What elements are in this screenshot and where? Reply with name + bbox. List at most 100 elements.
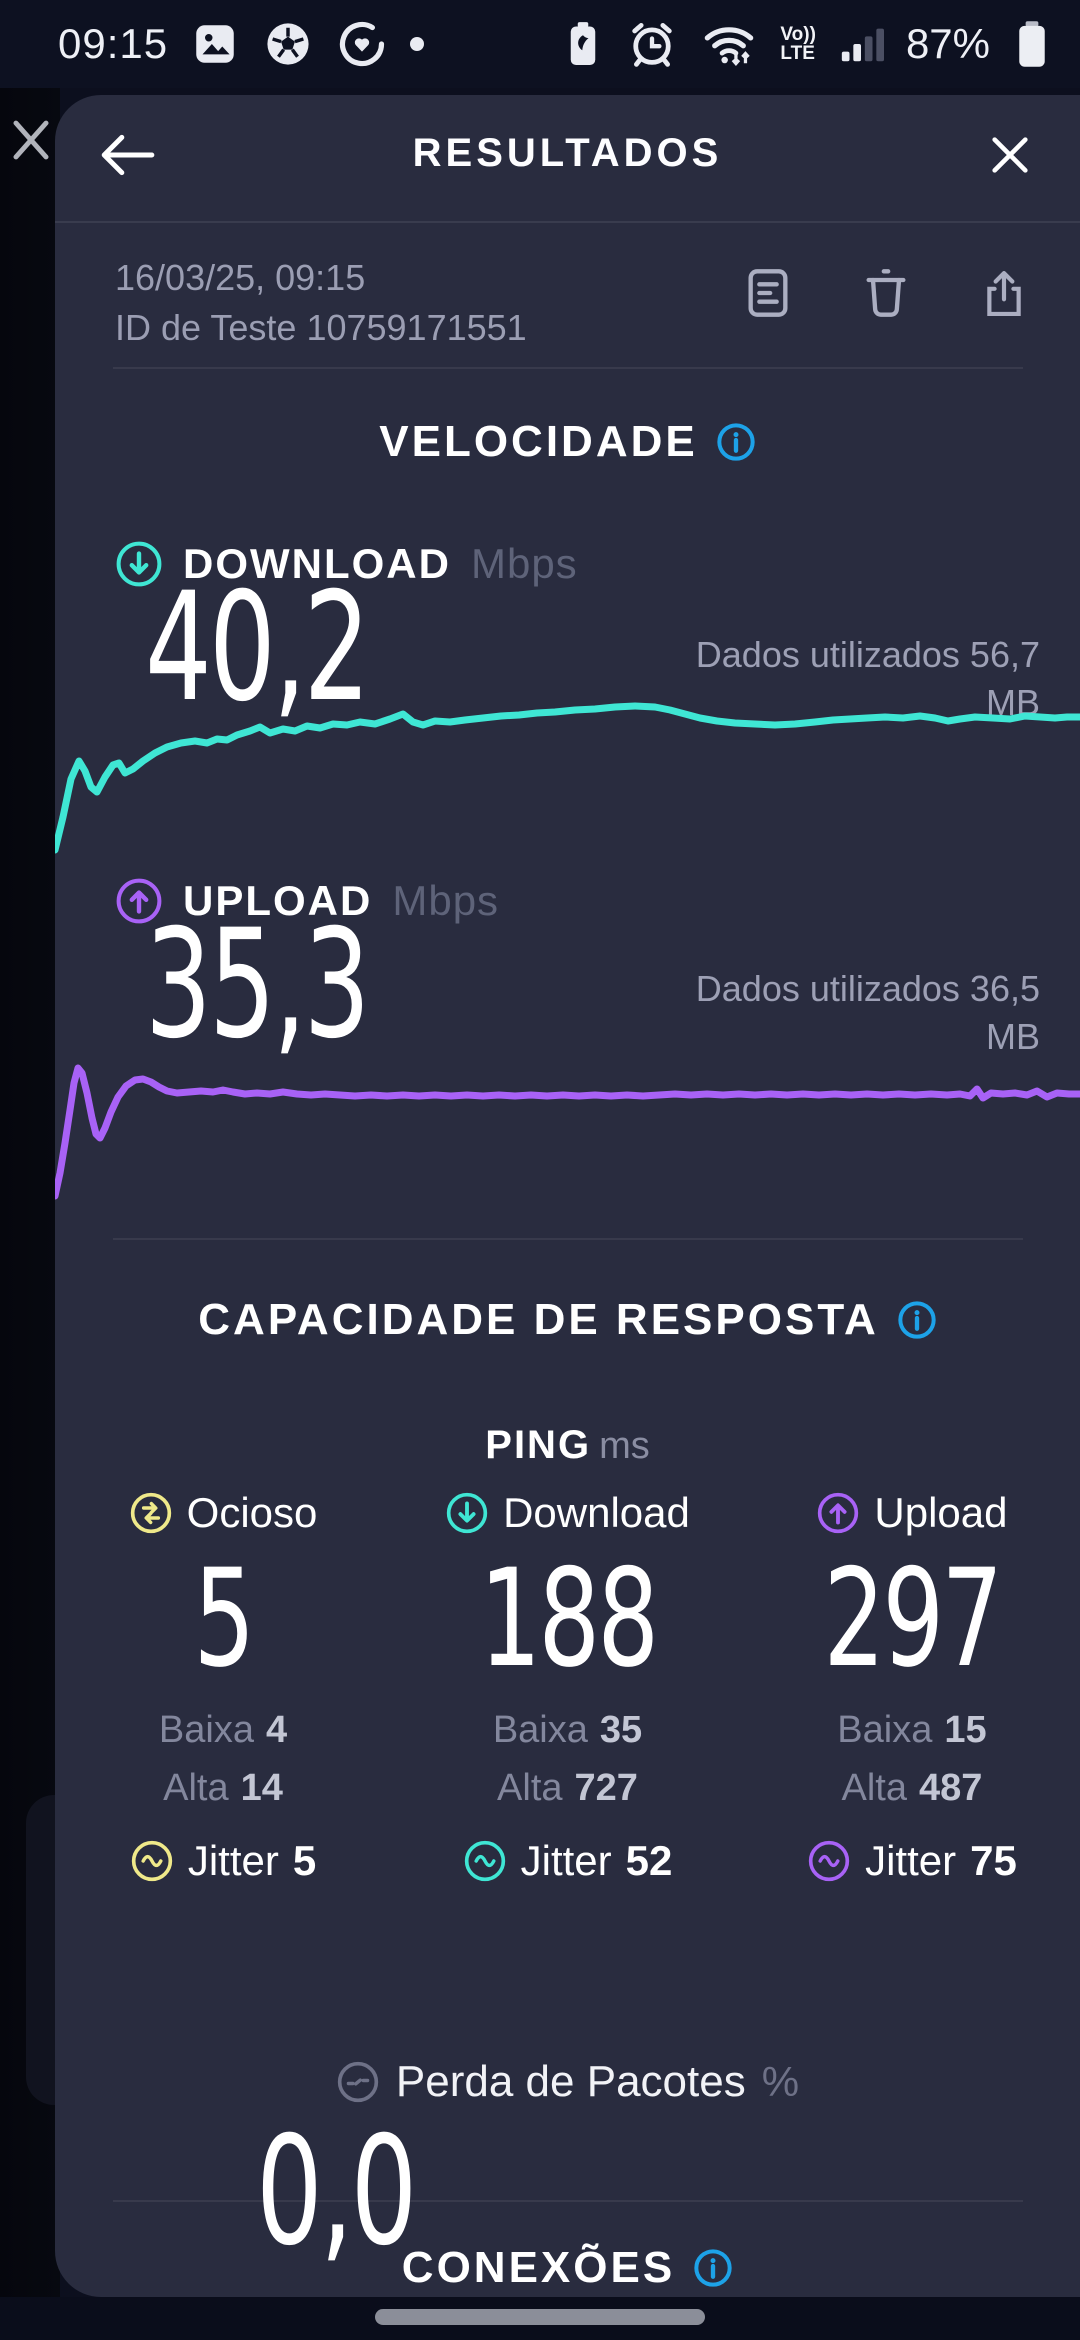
header-divider	[55, 221, 1080, 223]
upload-label-row: UPLOAD Mbps	[115, 877, 499, 925]
connections-title-text: CONEXÕES	[401, 2243, 676, 2292]
packet-loss-label: Perda de Pacotes	[395, 2057, 746, 2106]
connections-info-icon[interactable]	[693, 2248, 733, 2288]
upload-unit: Mbps	[392, 877, 500, 924]
upload-jitter-icon	[807, 1839, 851, 1883]
test-datetime: 16/03/25, 09:15	[115, 257, 366, 298]
responsiveness-title-text: CAPACIDADE DE RESPOSTA	[198, 1295, 879, 1344]
ping-heading: PING ms	[55, 1423, 1080, 1468]
idle-jitter-value: 5	[292, 1837, 317, 1884]
download-value-wrap: 40,2	[145, 573, 463, 723]
download-arrow-icon	[115, 540, 163, 588]
cell-signal-icon	[838, 21, 884, 67]
responsiveness-info-icon[interactable]	[897, 1300, 937, 1340]
status-bar: 09:15 Vo)) LTE	[0, 0, 1080, 88]
download-label-row: DOWNLOAD Mbps	[115, 540, 578, 588]
battery-percent: 87%	[905, 20, 990, 67]
back-button[interactable]	[91, 119, 163, 191]
sheet-header: RESULTADOS	[55, 95, 1080, 222]
download-low-value: 35	[599, 1708, 643, 1751]
upload-arrow-icon	[115, 877, 163, 925]
battery-icon	[1012, 18, 1052, 70]
upload-low-value: 15	[944, 1708, 987, 1751]
idle-icon	[129, 1491, 173, 1535]
upload-ping-value: 297	[823, 1540, 1004, 1697]
download-low-label: Baixa	[492, 1708, 588, 1751]
ping-columns: Ocioso 5 Baixa 4 Alta 14 Jitter 5	[55, 1485, 1080, 1891]
upload-data-used: Dados utilizados 36,5 MB	[696, 965, 1040, 1061]
ping-label: PING	[485, 1423, 592, 1467]
ping-upload-label: Upload	[874, 1489, 1008, 1536]
soccer-notification-icon	[262, 18, 314, 70]
upload-data-used-line1: Dados utilizados 36,5	[695, 968, 1040, 1009]
responsiveness-section-title: CAPACIDADE DE RESPOSTA	[55, 1295, 1080, 1345]
upload-value: 35,3	[145, 898, 370, 1072]
download-data-used-line1: Dados utilizados 56,7	[695, 634, 1040, 675]
packet-loss-value: 0,0	[255, 2105, 417, 2279]
ping-column-download: Download 188 Baixa 35 Alta 727 Jitter 52	[391, 1485, 744, 1891]
upload-high-value: 487	[919, 1766, 983, 1809]
download-high-label: Alta	[497, 1766, 563, 1809]
bottom-divider	[113, 2200, 1023, 2202]
idle-high-value: 14	[240, 1766, 283, 1809]
results-sheet: RESULTADOS 16/03/25, 09:15 ID de Teste 1…	[55, 95, 1080, 2297]
upload-high-label: Alta	[841, 1766, 907, 1809]
test-meta: 16/03/25, 09:15 ID de Teste 10759171551	[115, 253, 527, 353]
meta-divider	[113, 367, 1023, 369]
download-unit: Mbps	[470, 540, 578, 587]
delete-button[interactable]	[860, 267, 912, 319]
upload-jitter-value: 75	[970, 1837, 1017, 1884]
idle-ping-value: 5	[193, 1540, 256, 1697]
test-id: ID de Teste 10759171551	[115, 307, 527, 348]
wellbeing-notification-icon	[336, 18, 388, 70]
upload-chart-line	[55, 1064, 1080, 1200]
download-chart	[55, 702, 1080, 854]
volte-indicator: Vo)) LTE	[780, 24, 816, 64]
page-title: RESULTADOS	[412, 131, 723, 175]
download-label: DOWNLOAD	[183, 540, 451, 587]
ping-upload-icon	[816, 1491, 860, 1535]
upload-jitter-label: Jitter	[865, 1837, 957, 1884]
download-ping-value: 188	[479, 1540, 659, 1697]
idle-high-label: Alta	[163, 1766, 229, 1809]
connections-section-title: CONEXÕES	[55, 2243, 1080, 2293]
packet-loss-icon	[336, 2060, 380, 2104]
idle-jitter-label: Jitter	[187, 1837, 279, 1884]
alarm-icon	[626, 18, 678, 70]
notification-dot-icon	[410, 37, 425, 51]
gallery-notification-icon	[190, 19, 240, 69]
speed-info-icon[interactable]	[716, 422, 756, 462]
download-chart-line	[55, 702, 1080, 854]
upload-data-used-line2: MB	[986, 1016, 1040, 1057]
download-value: 40,2	[145, 561, 370, 735]
ping-download-icon	[445, 1491, 489, 1535]
idle-jitter-icon	[130, 1839, 174, 1883]
upload-value-wrap: 35,3	[145, 910, 463, 1060]
speed-section-title: VELOCIDADE	[55, 417, 1080, 467]
ping-unit: ms	[599, 1425, 650, 1467]
idle-label: Ocioso	[186, 1489, 318, 1536]
speed-divider	[113, 1238, 1023, 1240]
idle-low-label: Baixa	[158, 1708, 254, 1751]
background-close-icon	[8, 108, 54, 172]
upload-low-label: Baixa	[837, 1708, 933, 1751]
battery-saver-icon	[562, 18, 604, 70]
gesture-handle[interactable]	[375, 2309, 705, 2325]
share-button[interactable]	[978, 267, 1030, 319]
upload-label: UPLOAD	[183, 877, 373, 924]
results-note-button[interactable]	[742, 267, 794, 319]
ping-download-label: Download	[503, 1489, 690, 1536]
idle-low-value: 4	[265, 1708, 288, 1751]
speed-title-text: VELOCIDADE	[379, 417, 698, 466]
clock-time: 09:15	[58, 20, 169, 67]
download-high-value: 727	[574, 1766, 638, 1809]
download-jitter-value: 52	[625, 1837, 673, 1884]
ping-column-upload: Upload 297 Baixa 15 Alta 487 Jitter 75	[744, 1485, 1080, 1891]
packet-loss-heading: Perda de Pacotes %	[55, 2057, 1080, 2107]
close-button[interactable]	[974, 119, 1046, 191]
packet-loss-value-wrap: 0,0	[55, 2117, 615, 2267]
ping-column-idle: Ocioso 5 Baixa 4 Alta 14 Jitter 5	[55, 1485, 391, 1891]
download-jitter-label: Jitter	[520, 1837, 612, 1884]
packet-loss-unit: %	[761, 2058, 800, 2105]
